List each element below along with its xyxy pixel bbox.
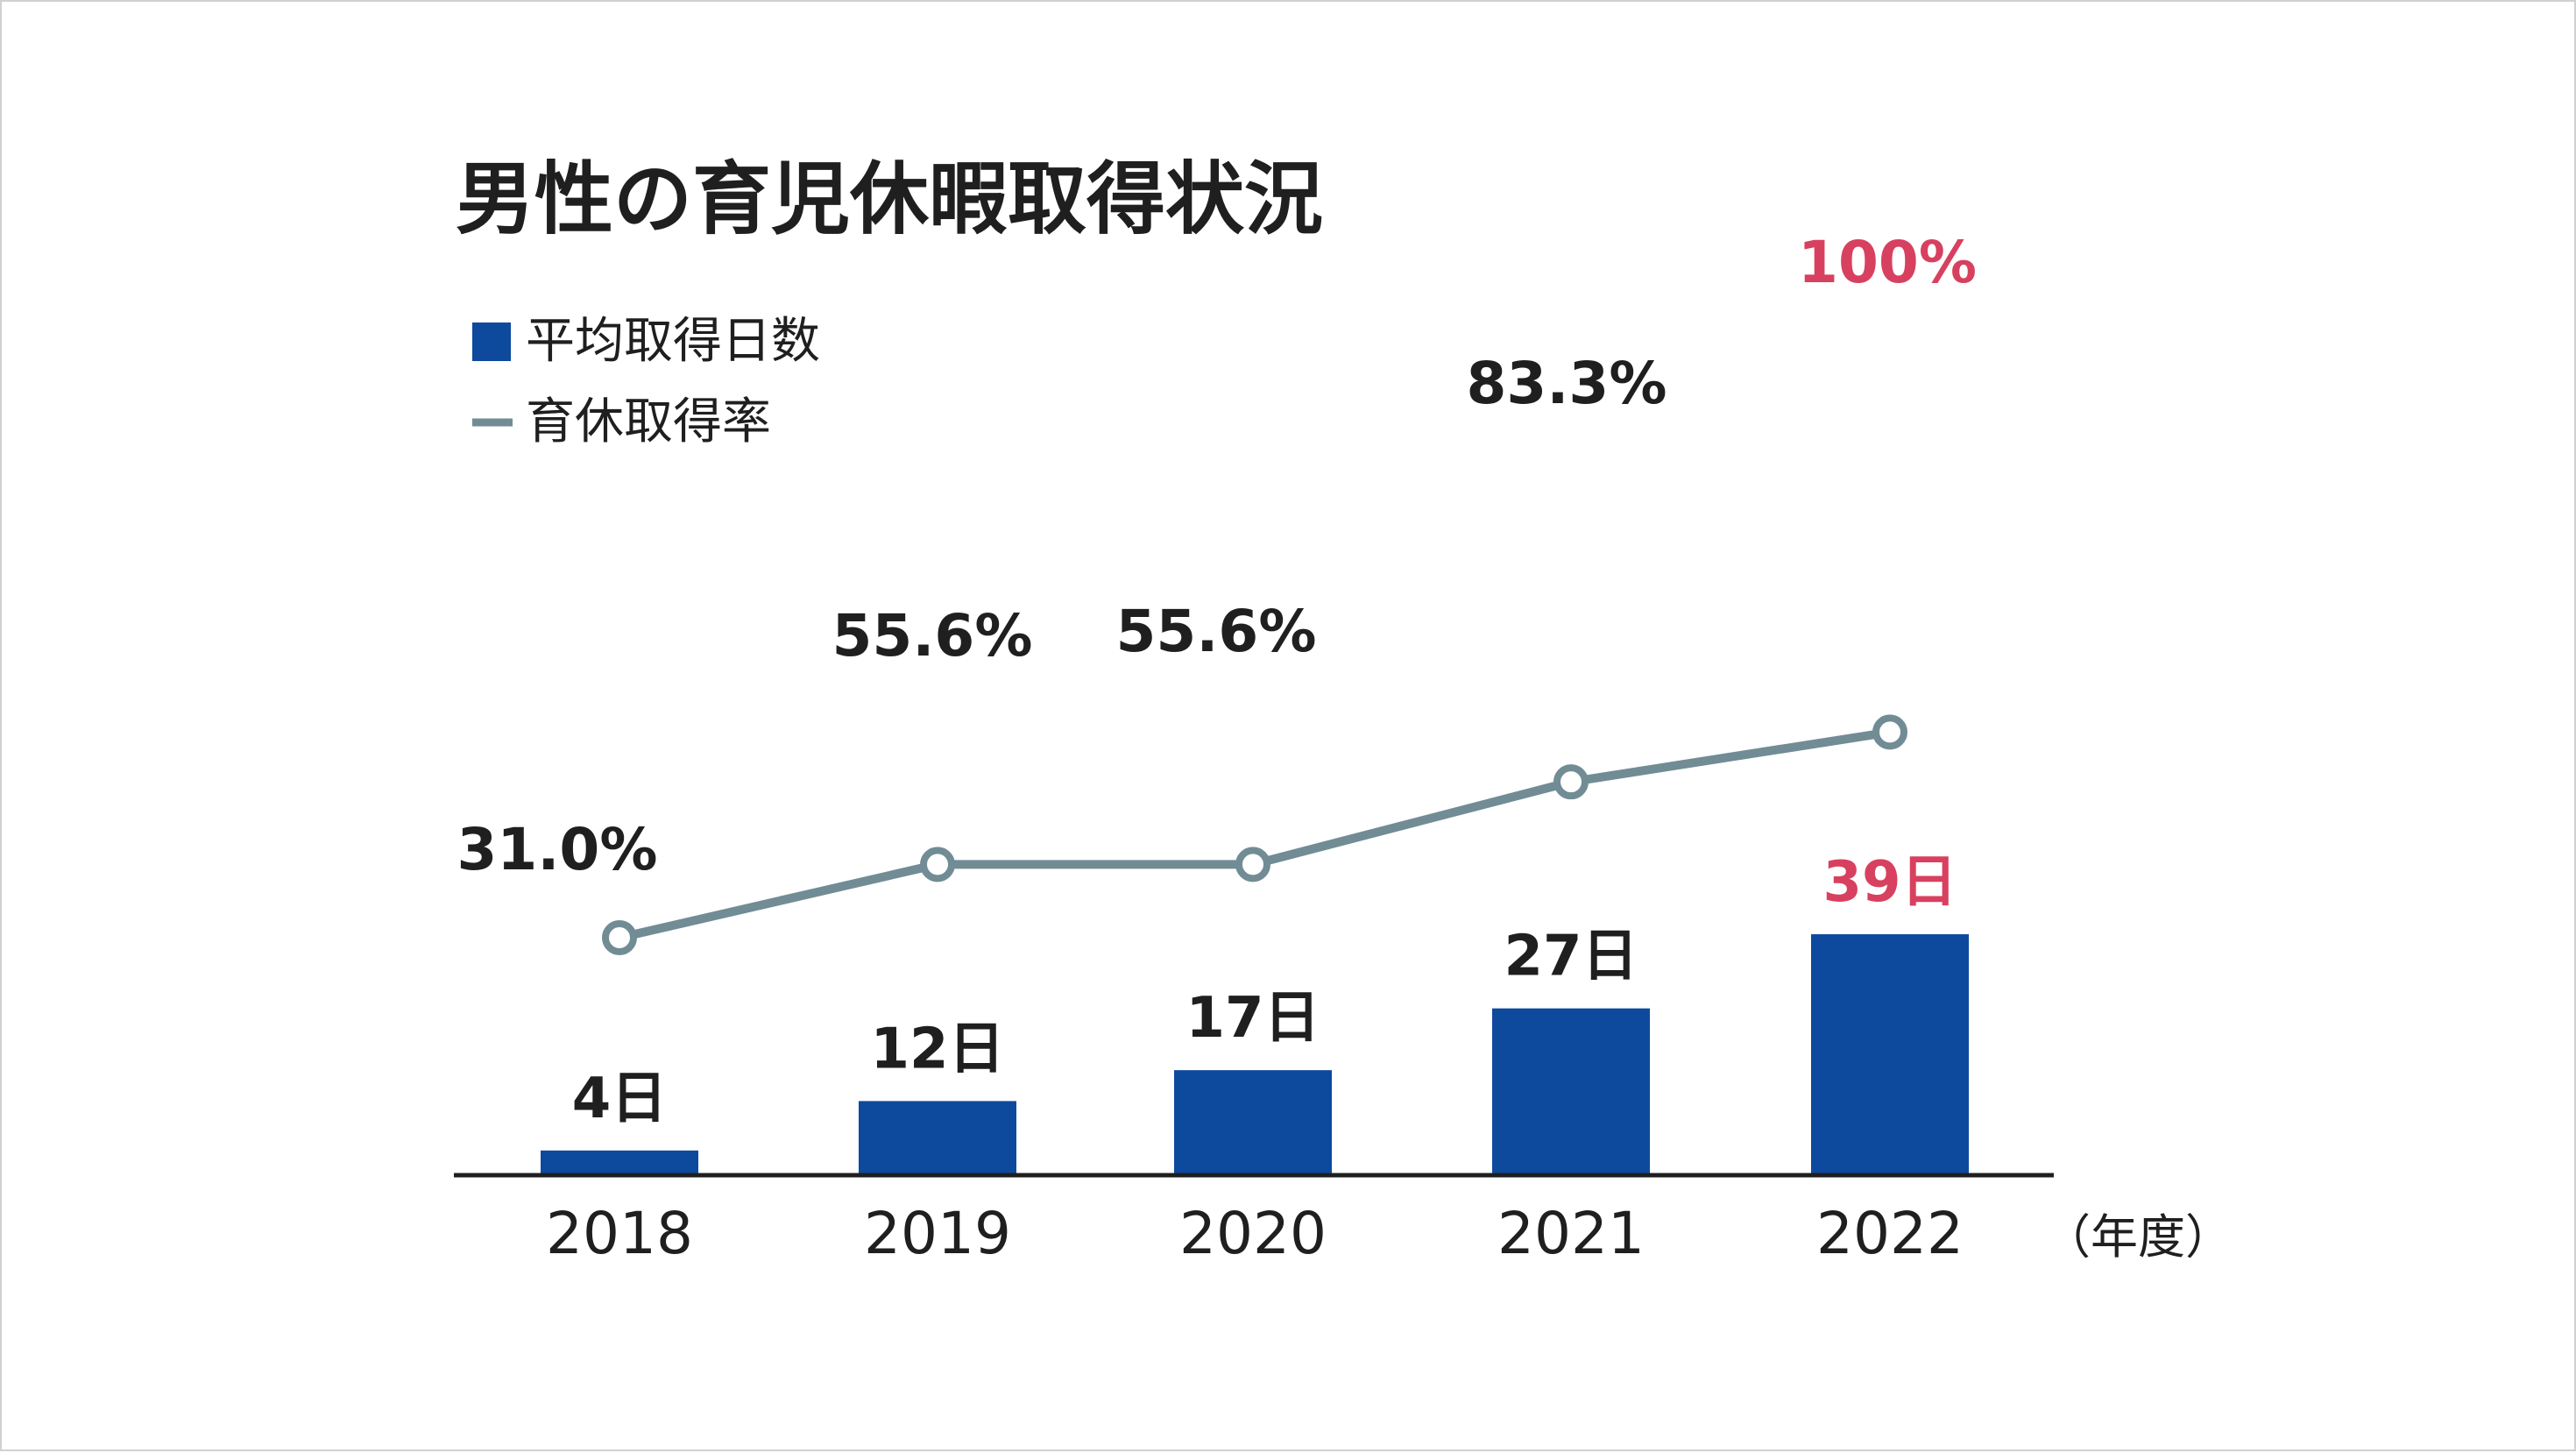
- line-label-group: 31.0% 55.6% 55.6% 83.3% 100%: [457, 229, 1977, 883]
- bar-2022: [1811, 934, 1969, 1175]
- chart-title: 男性の育児休暇取得状況: [456, 153, 1323, 245]
- line-series: [602, 714, 1907, 955]
- rate-point-2019: [920, 847, 955, 882]
- bar-label-2018: 4日: [572, 1067, 668, 1131]
- rate-point-2021: [1553, 764, 1589, 800]
- rate-label-2018: 31.0%: [457, 816, 658, 883]
- bar-series: [541, 934, 1969, 1175]
- bar-2018: [541, 1150, 698, 1175]
- x-unit-label: （年度）: [2043, 1209, 2233, 1265]
- legend-line-label: 育休取得率: [526, 393, 771, 450]
- legend-bar-swatch: [472, 322, 511, 361]
- bar-2019: [859, 1101, 1016, 1175]
- rate-label-2020: 55.6%: [1116, 598, 1317, 665]
- rate-point-2022: [1872, 714, 1907, 750]
- rate-line: [618, 727, 1891, 942]
- x-tick-2021: 2021: [1497, 1200, 1645, 1267]
- rate-label-2019: 55.6%: [832, 602, 1033, 670]
- bar-label-group: 4日 12日 17日 27日 39日: [572, 850, 1957, 1131]
- x-tick-2020: 2020: [1179, 1200, 1327, 1267]
- bar-2020: [1174, 1070, 1332, 1175]
- bar-label-2021: 27日: [1504, 925, 1638, 989]
- rate-point-2020: [1235, 847, 1270, 882]
- bar-label-2019: 12日: [870, 1017, 1004, 1081]
- rate-point-2018: [602, 920, 637, 955]
- x-tick-labels: 2018 2019 2020 2021 2022: [546, 1200, 1964, 1267]
- x-tick-2022: 2022: [1816, 1200, 1964, 1267]
- x-tick-2018: 2018: [546, 1200, 693, 1267]
- rate-label-2021: 83.3%: [1467, 350, 1667, 417]
- bar-2021: [1492, 1008, 1650, 1175]
- bar-label-2022: 39日: [1822, 850, 1957, 915]
- bar-label-2020: 17日: [1185, 986, 1320, 1051]
- x-tick-2019: 2019: [864, 1200, 1011, 1267]
- legend-bar-label: 平均取得日数: [526, 313, 820, 370]
- rate-label-2022: 100%: [1798, 229, 1977, 296]
- legend: 平均取得日数 育休取得率: [472, 313, 820, 450]
